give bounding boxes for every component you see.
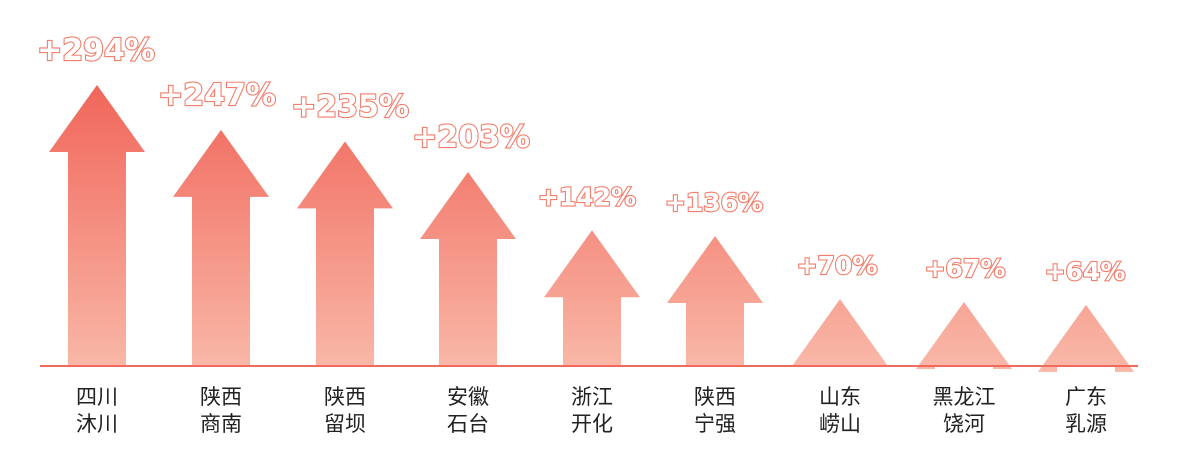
value-labels: +294%+247% +235%+203% +142% +136% +70% +67% +6… <box>36 32 1127 287</box>
category-tick-label: 商南 <box>200 412 242 436</box>
category-tick-label: 浙江 <box>571 385 613 409</box>
data-label: +247% <box>158 78 276 113</box>
data-label: +136% <box>665 188 763 217</box>
category-tick-label: 安徽 <box>447 385 489 409</box>
data-label: +70% <box>797 251 878 280</box>
arrow-bar <box>916 301 1012 369</box>
data-label: +235% <box>291 89 409 124</box>
arrow-bar <box>1038 304 1134 372</box>
data-label: +203% <box>412 120 530 155</box>
category-tick-label: 崂山 <box>819 412 861 436</box>
data-label: +67% <box>925 254 1006 283</box>
category-tick-label: 黑龙江 <box>933 385 996 409</box>
category-tick-label: 广东 <box>1065 385 1107 409</box>
category-tick-label: 宁强 <box>694 412 736 436</box>
category-tick-label: 陕西 <box>694 385 736 409</box>
arrow-bar <box>173 129 269 366</box>
arrow-bar <box>49 85 145 366</box>
arrow-bar <box>420 171 516 366</box>
category-tick-label: 饶河 <box>943 412 985 436</box>
arrow-bar <box>667 236 763 366</box>
category-tick-label: 沐川 <box>76 412 118 436</box>
category-tick-label: 石台 <box>447 412 489 436</box>
data-label: +142% <box>538 182 636 211</box>
data-label: +64% <box>1045 257 1126 286</box>
category-tick-label: 乳源 <box>1065 412 1107 436</box>
category-tick-label: 开化 <box>571 412 613 436</box>
arrow-bar <box>544 230 640 366</box>
category-tick-label: 留坝 <box>324 412 366 436</box>
category-tick-label: 山东 <box>819 385 861 409</box>
arrow-bar <box>792 299 888 367</box>
category-tick-label: 四川 <box>76 385 118 409</box>
arrow-marks <box>49 85 1134 372</box>
data-label: +294% <box>37 33 155 68</box>
arrow-bar <box>297 141 393 366</box>
category-tick-label: 陕西 <box>200 385 242 409</box>
category-tick-label: 陕西 <box>324 385 366 409</box>
